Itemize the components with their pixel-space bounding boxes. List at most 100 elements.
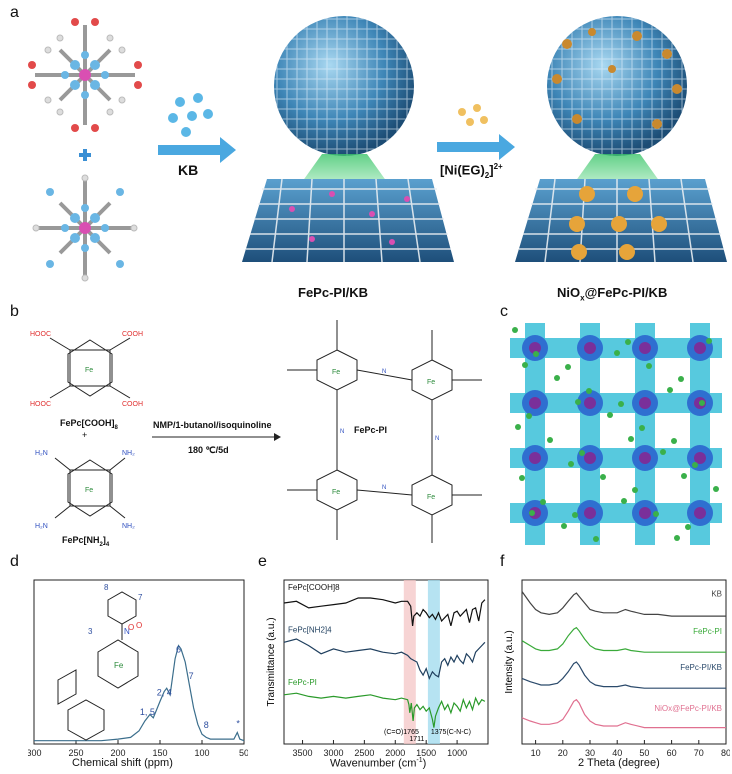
framework-green-atom <box>575 399 581 405</box>
reactant1-label-sub: 8 <box>114 424 118 431</box>
chart-e-x-title-sup: -1 <box>416 757 423 764</box>
series-label-1: FePc[COOH]8 <box>288 583 340 592</box>
inset-ring-3 <box>57 669 77 705</box>
framework-green-atom <box>699 400 705 406</box>
inset-ring-4 <box>67 699 105 741</box>
panel-d-label: d <box>10 553 19 570</box>
y-axis-title: Intensity (a.u.) <box>504 630 515 693</box>
framework-green-atom <box>515 424 521 430</box>
x-tick-label: 30 <box>585 748 595 758</box>
reactant2-label-sub: 2 <box>99 541 103 548</box>
x-tick-label: 20 <box>558 748 568 758</box>
reactant2-label-sub2: 4 <box>105 541 110 548</box>
framework-green-atom <box>593 536 599 542</box>
series-line-3 <box>521 661 726 689</box>
framework-node-core <box>694 342 706 354</box>
framework-green-atom <box>572 512 578 518</box>
framework-node-core <box>529 397 541 409</box>
x-tick-label: 50 <box>639 748 649 758</box>
framework-green-atom <box>522 362 528 368</box>
fepc-pi-kb-illustration <box>242 16 454 263</box>
framework-row <box>510 393 722 413</box>
ni-eg-label-main: [Ni(EG) <box>440 162 485 178</box>
framework-node-core <box>584 342 596 354</box>
cooh-label-1: COOH <box>122 331 143 338</box>
product1-label: FePc-PI/KB <box>298 285 369 300</box>
framework-green-atom <box>540 499 546 505</box>
fe-center-label-2: Fe <box>85 487 93 494</box>
panel-e-label: e <box>258 553 267 570</box>
framework-green-atom <box>519 475 525 481</box>
reactant1-label: FePc[COOH]8 <box>60 418 118 431</box>
framework-green-atom <box>639 425 645 431</box>
h2n-label-1: H₂N <box>35 450 48 457</box>
product2-label: NiOx@FePc-PI/KB <box>557 285 667 303</box>
reaction-arrow <box>152 433 281 441</box>
x-tick-label: 3500 <box>293 748 313 758</box>
x-tick-label: 60 <box>667 748 677 758</box>
nh2-label-1: NH₂ <box>122 450 135 457</box>
product-fepc-pi-label: FePc-PI <box>354 425 388 435</box>
x-tick-label: 80 <box>721 748 730 758</box>
fepc-pi-structure: N N N N Fe Fe Fe Fe <box>287 320 482 543</box>
reaction-conditions-top: NMP/1-butanol/isoquinoline <box>153 420 272 430</box>
framework-green-atom <box>586 388 592 394</box>
x-tick-label: 200 <box>110 748 125 758</box>
x-tick-label: 50 <box>239 748 248 758</box>
peak-label: * <box>236 719 240 729</box>
x-tick-label: 1500 <box>416 748 436 758</box>
inset-atom-label: O <box>128 623 134 632</box>
series-line-3 <box>283 692 486 728</box>
nh2-label-2: NH₂ <box>122 523 135 530</box>
framework-node-core <box>639 397 651 409</box>
framework-green-atom <box>628 436 634 442</box>
fe-node-1: Fe <box>332 369 340 376</box>
framework-green-atom <box>646 363 652 369</box>
framework-green-atom <box>554 375 560 381</box>
ni-eg-label-sup: 2+ <box>493 162 503 171</box>
reactant2-label-post: ] <box>102 535 106 545</box>
framework-column <box>525 323 545 545</box>
framework-green-atom <box>685 524 691 530</box>
hooc-label-1: HOOC <box>30 331 51 338</box>
chart-f-x-title: 2 Theta (degree) <box>578 757 660 769</box>
ni-eg-label-sub: 2 <box>484 170 490 180</box>
fe-node-4: Fe <box>427 494 435 501</box>
highlight-band-2 <box>427 580 440 744</box>
framework-green-atom <box>621 498 627 504</box>
cooh-monomer-model <box>28 18 142 132</box>
hooc-label-2: HOOC <box>30 401 51 408</box>
chart-d-x-title: Chemical shift (ppm) <box>72 757 173 769</box>
niox-fepc-pi-kb-illustration <box>515 16 727 263</box>
plus-sign <box>79 149 91 161</box>
series-line-1 <box>521 591 726 617</box>
reactant2-label: FePc[NH2]4 <box>62 535 109 548</box>
panel-c-label: c <box>500 303 508 320</box>
framework-node-core <box>639 342 651 354</box>
kb-label: KB <box>178 162 199 178</box>
product2-label-post: @FePc-PI/KB <box>584 285 668 300</box>
framework-green-atom <box>653 511 659 517</box>
carbon-structure-inset: 8 7 NO 3 O Fe <box>57 583 143 741</box>
plot-frame <box>33 579 245 745</box>
peak-label: 6 <box>176 645 181 655</box>
framework-row <box>510 338 722 358</box>
framework-node-core <box>529 342 541 354</box>
framework-green-atom <box>632 487 638 493</box>
reactant1-label-pre: FePc[COOH] <box>60 418 115 428</box>
x-tick-label: 40 <box>612 748 622 758</box>
y-axis-title: Transmittance (a.u.) <box>266 617 277 706</box>
framework-green-atom <box>579 450 585 456</box>
ni-eg-arrow <box>437 104 515 160</box>
series-label-3: FePc-PI <box>288 678 317 687</box>
framework-node-core <box>584 507 596 519</box>
framework-node-core <box>639 507 651 519</box>
chart-e-x-title-close: ) <box>422 757 427 770</box>
x-tick-label: 100 <box>194 748 209 758</box>
framework-green-atom <box>614 350 620 356</box>
series-label-2: FePc-PI <box>693 627 722 636</box>
inset-atom-label: N <box>124 627 130 636</box>
svg-text:N: N <box>340 429 344 435</box>
x-tick-label: 300 <box>28 748 42 758</box>
inset-atom-label: 3 <box>88 627 93 636</box>
